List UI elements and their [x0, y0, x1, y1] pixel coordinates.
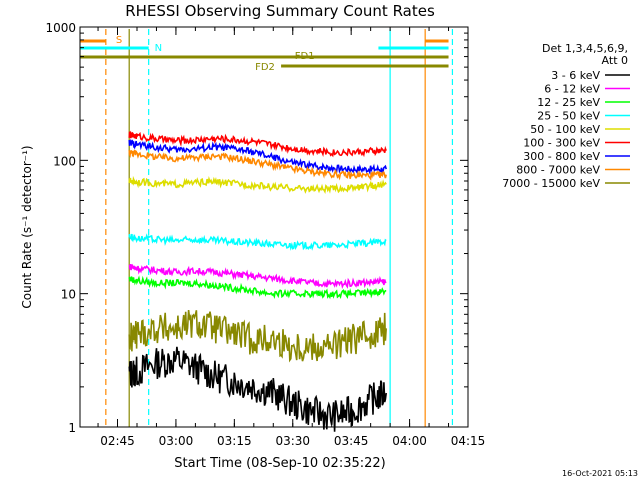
- legend-header-line-2: Att 0: [602, 54, 628, 67]
- series-line-3: [128, 233, 387, 251]
- x-tick-label: 03:00: [159, 434, 194, 448]
- series-line-4: [128, 175, 387, 194]
- legend-label-3: 25 - 50 keV: [537, 110, 600, 123]
- legend-label-8: 7000 - 15000 keV: [502, 177, 600, 190]
- legend-header-line-1: Det 1,3,4,5,6,9,: [542, 42, 628, 55]
- series-line-5: [128, 130, 387, 158]
- x-tick-label: 03:15: [217, 434, 252, 448]
- chart-title: RHESSI Observing Summary Count Rates: [125, 2, 435, 20]
- x-axis-label: Start Time (08-Sep-10 02:35:22): [174, 456, 385, 471]
- legend-label-6: 300 - 800 keV: [523, 150, 600, 163]
- legend-label-1: 6 - 12 keV: [544, 83, 600, 96]
- x-tick-label: 04:00: [392, 434, 427, 448]
- y-tick-label: 10: [61, 288, 76, 302]
- generated-timestamp: 16-Oct-2021 05:13: [562, 469, 638, 478]
- y-axis-label: Count Rate (s⁻¹ detector⁻¹): [20, 145, 34, 308]
- plot-frame: [79, 26, 469, 428]
- flag-label-N: N: [155, 43, 162, 54]
- y-tick-label: 1: [68, 421, 76, 435]
- series-line-8: [128, 310, 387, 363]
- series-line-0: [128, 346, 387, 432]
- x-tick-label: 03:45: [334, 434, 369, 448]
- x-tick-label: 03:30: [275, 434, 310, 448]
- x-tick-label: 04:15: [451, 434, 486, 448]
- flag-label-FD1: FD1: [295, 51, 315, 62]
- series-line-2: [128, 275, 387, 300]
- series-line-6: [128, 138, 387, 176]
- y-axis: 1 10 100 1000: [45, 21, 468, 435]
- legend-label-5: 100 - 300 keV: [523, 137, 600, 150]
- legend-label-7: 800 - 7000 keV: [516, 164, 600, 177]
- x-tick-label: 02:45: [100, 434, 135, 448]
- flag-label-S: S: [116, 35, 122, 46]
- y-tick-label: 1000: [45, 21, 76, 35]
- legend-label-4: 50 - 100 keV: [530, 123, 600, 136]
- x-axis: 02:45 03:00 03:15 03:30 03:45 04:00 04:15: [97, 27, 486, 448]
- plot-area: S N FD1 FD2: [80, 29, 454, 432]
- y-tick-label: 100: [53, 154, 76, 168]
- legend-label-0: 3 - 6 keV: [551, 69, 600, 82]
- series-line-1: [128, 263, 387, 290]
- series-line-7: [128, 149, 387, 181]
- flag-label-FD2: FD2: [255, 62, 275, 73]
- legend-label-2: 12 - 25 keV: [537, 96, 600, 109]
